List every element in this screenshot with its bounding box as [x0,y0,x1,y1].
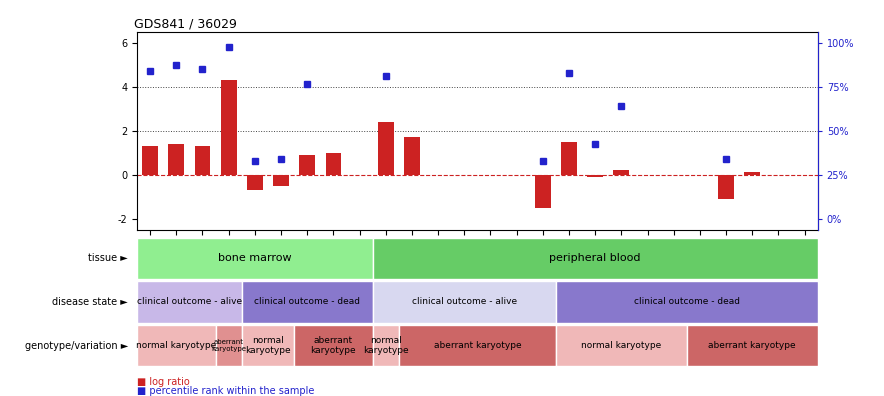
Text: disease state ►: disease state ► [52,297,128,307]
Bar [273,175,289,186]
Bar [373,281,556,323]
Bar [216,325,241,366]
Text: clinical outcome - dead: clinical outcome - dead [255,297,360,307]
Text: aberrant karyotype: aberrant karyotype [708,341,796,350]
Text: ■ percentile rank within the sample: ■ percentile rank within the sample [137,386,315,396]
Bar [241,281,373,323]
Bar [194,146,210,175]
Text: normal karyotype: normal karyotype [136,341,217,350]
Bar [744,173,760,175]
Text: clinical outcome - alive: clinical outcome - alive [412,297,517,307]
Bar [404,137,420,175]
Text: genotype/variation ►: genotype/variation ► [25,341,128,350]
Text: normal
karyotype: normal karyotype [245,336,291,355]
Text: ■ log ratio: ■ log ratio [137,377,190,387]
Text: bone marrow: bone marrow [218,253,292,263]
Bar [325,153,341,175]
Bar [137,238,373,279]
Bar [247,175,263,190]
Bar [142,146,158,175]
Bar [221,80,237,175]
Text: GDS841 / 36029: GDS841 / 36029 [133,17,237,30]
Text: tissue ►: tissue ► [88,253,128,263]
Bar [294,325,373,366]
Bar [556,325,687,366]
Bar [377,122,393,175]
Text: aberrant
karyotype: aberrant karyotype [310,336,356,355]
Bar [241,325,294,366]
Text: normal karyotype: normal karyotype [581,341,661,350]
Bar [687,325,818,366]
Bar [613,170,629,175]
Bar [535,175,551,208]
Bar [373,325,399,366]
Bar [587,175,603,177]
Text: clinical outcome - dead: clinical outcome - dead [634,297,740,307]
Text: clinical outcome - alive: clinical outcome - alive [137,297,242,307]
Bar [718,175,734,199]
Bar [373,238,818,279]
Text: aberrant karyotype: aberrant karyotype [433,341,522,350]
Bar [137,325,216,366]
Bar [561,142,577,175]
Bar [137,281,241,323]
Text: aberrant
karyotype: aberrant karyotype [211,339,246,352]
Bar [169,144,184,175]
Bar [556,281,818,323]
Text: normal
karyotype: normal karyotype [363,336,408,355]
Bar [300,155,315,175]
Text: peripheral blood: peripheral blood [550,253,641,263]
Bar [399,325,556,366]
